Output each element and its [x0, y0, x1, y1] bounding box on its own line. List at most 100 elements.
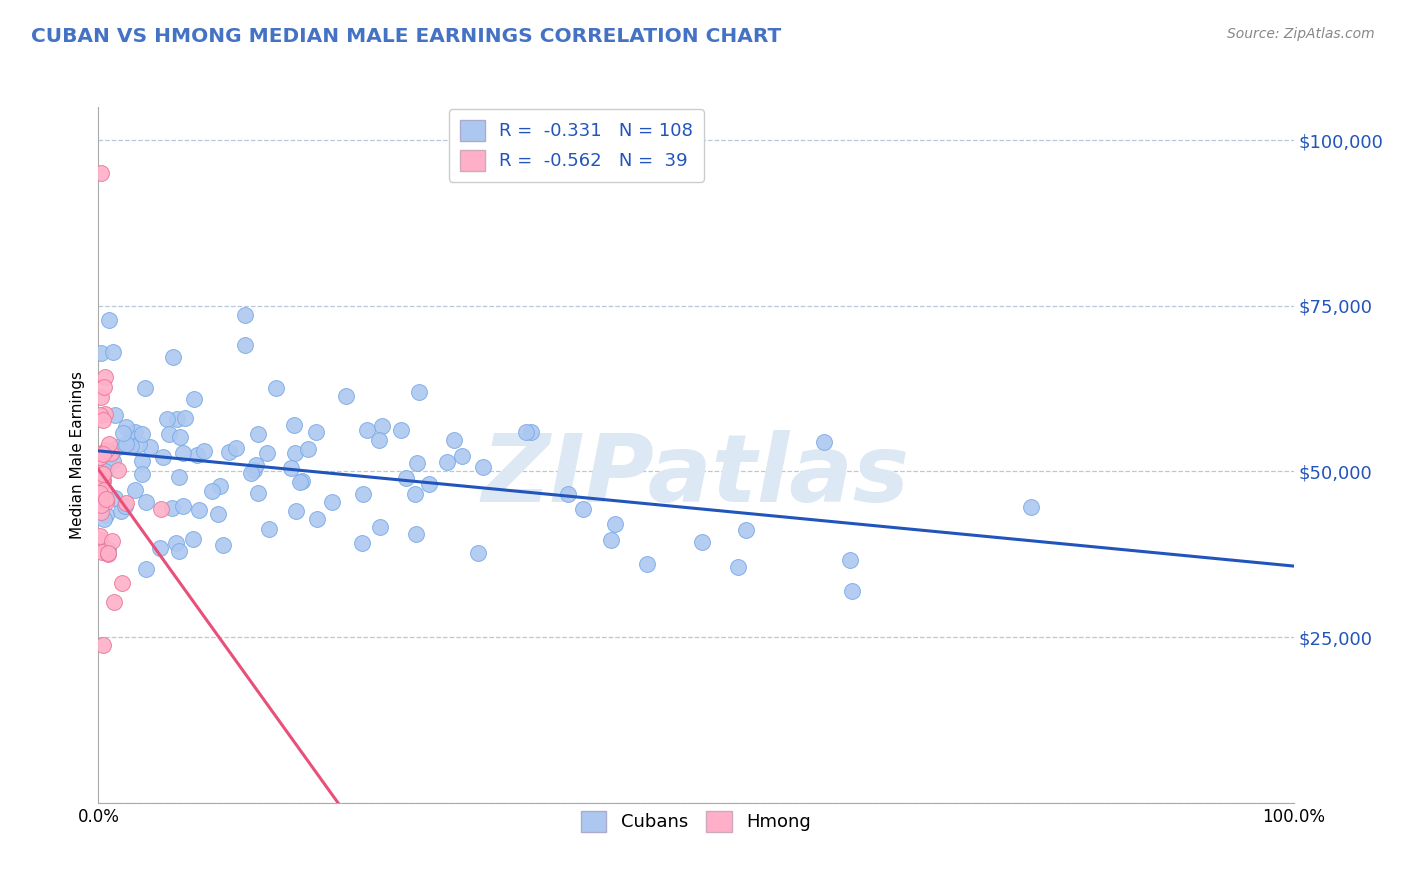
Point: [288, 475, 311, 490]
Point: [285, 504, 308, 518]
Point: [218, 445, 240, 459]
Point: [186, 448, 208, 462]
Point: [90, 390, 112, 404]
Point: [451, 449, 474, 463]
Point: [97, 313, 120, 327]
Point: [201, 483, 224, 498]
Point: [240, 466, 263, 480]
Text: Source: ZipAtlas.com: Source: ZipAtlas.com: [1227, 27, 1375, 41]
Point: [257, 522, 280, 536]
Point: [135, 562, 157, 576]
Point: [636, 557, 658, 571]
Point: [690, 535, 713, 549]
Point: [94, 508, 117, 522]
Point: [572, 501, 595, 516]
Point: [90, 446, 112, 460]
Point: [107, 463, 129, 477]
Point: [172, 446, 194, 460]
Point: [305, 512, 328, 526]
Point: [356, 423, 378, 437]
Point: [128, 437, 150, 451]
Point: [124, 425, 146, 439]
Point: [162, 350, 184, 364]
Point: [101, 454, 124, 468]
Point: [152, 450, 174, 464]
Point: [520, 425, 543, 440]
Point: [169, 430, 191, 444]
Point: [166, 412, 188, 426]
Point: [93, 447, 115, 461]
Point: [111, 425, 134, 440]
Point: [90, 545, 112, 559]
Point: [131, 454, 153, 468]
Point: [157, 426, 180, 441]
Point: [104, 408, 127, 422]
Point: [405, 456, 427, 470]
Point: [395, 471, 418, 485]
Point: [418, 477, 440, 491]
Point: [436, 455, 458, 469]
Point: [94, 464, 117, 478]
Point: [131, 427, 153, 442]
Point: [131, 467, 153, 482]
Point: [391, 423, 413, 437]
Point: [104, 491, 127, 505]
Point: [89, 485, 111, 500]
Point: [93, 370, 115, 384]
Point: [111, 575, 134, 590]
Point: [115, 420, 138, 434]
Point: [557, 487, 579, 501]
Point: [97, 436, 120, 450]
Point: [90, 498, 112, 512]
Point: [89, 480, 111, 494]
Point: [90, 346, 112, 360]
Point: [233, 308, 256, 322]
Point: [245, 458, 267, 472]
Point: [97, 542, 120, 557]
Point: [467, 546, 489, 560]
Point: [90, 466, 112, 480]
Point: [89, 529, 111, 543]
Point: [120, 431, 142, 445]
Point: [305, 425, 328, 440]
Point: [94, 407, 117, 421]
Point: [283, 418, 305, 433]
Point: [443, 433, 465, 447]
Point: [212, 539, 235, 553]
Point: [135, 494, 157, 508]
Point: [94, 495, 117, 509]
Point: [149, 502, 172, 516]
Point: [91, 473, 114, 487]
Point: [242, 463, 264, 477]
Point: [89, 478, 111, 492]
Point: [90, 166, 112, 180]
Point: [284, 446, 307, 460]
Point: [94, 442, 117, 457]
Point: [264, 381, 287, 395]
Point: [321, 495, 343, 509]
Point: [101, 345, 124, 359]
Point: [91, 413, 114, 427]
Point: [405, 527, 427, 541]
Point: [727, 559, 749, 574]
Point: [93, 512, 115, 526]
Point: [97, 548, 120, 562]
Point: [100, 447, 122, 461]
Point: [841, 583, 863, 598]
Point: [90, 493, 112, 508]
Point: [93, 380, 115, 394]
Point: [93, 483, 115, 498]
Text: CUBAN VS HMONG MEDIAN MALE EARNINGS CORRELATION CHART: CUBAN VS HMONG MEDIAN MALE EARNINGS CORR…: [31, 27, 782, 45]
Point: [89, 450, 111, 465]
Point: [207, 508, 229, 522]
Point: [352, 536, 374, 550]
Point: [515, 425, 537, 440]
Point: [94, 491, 117, 506]
Point: [246, 426, 269, 441]
Point: [335, 389, 357, 403]
Point: [183, 392, 205, 407]
Point: [225, 441, 247, 455]
Point: [114, 437, 136, 451]
Point: [256, 446, 278, 460]
Point: [100, 446, 122, 460]
